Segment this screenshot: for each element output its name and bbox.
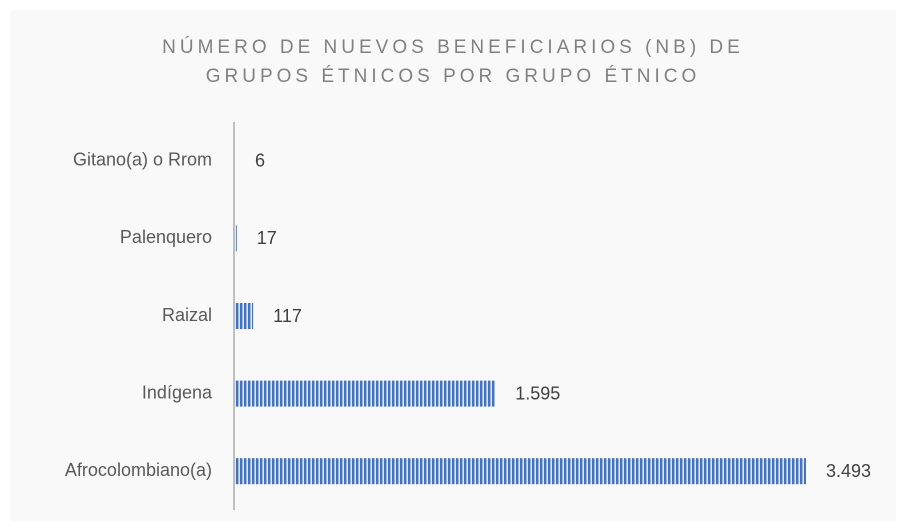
data-label: 6 bbox=[255, 151, 265, 171]
bar bbox=[234, 303, 254, 329]
y-tick-label: Indígena bbox=[142, 382, 213, 402]
bar bbox=[234, 458, 806, 485]
data-label: 17 bbox=[257, 228, 277, 248]
data-label: 117 bbox=[273, 306, 302, 326]
y-tick-label: Palenquero bbox=[120, 227, 212, 247]
y-tick-label: Gitano(a) o Rrom bbox=[73, 150, 212, 170]
y-tick-label: Raizal bbox=[162, 305, 212, 325]
chart-background bbox=[10, 10, 896, 521]
chart-title: NÚMERO DE NUEVOS BENEFICIARIOS (NB) DE bbox=[162, 36, 744, 58]
chart-title: GRUPOS ÉTNICOS POR GRUPO ÉTNICO bbox=[206, 66, 701, 87]
data-label: 1.595 bbox=[515, 383, 560, 403]
y-tick-label: Afrocolombiano(a) bbox=[65, 460, 212, 480]
data-label: 3.493 bbox=[826, 461, 871, 481]
bar bbox=[234, 225, 237, 252]
bar bbox=[234, 380, 496, 407]
